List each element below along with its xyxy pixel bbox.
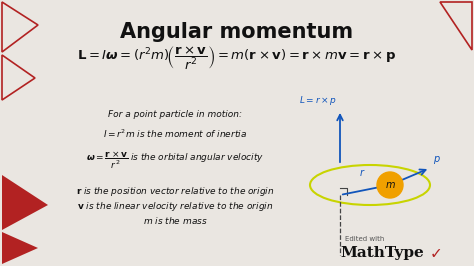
Text: $m$: $m$ [384, 180, 395, 190]
Text: $\mathit{m}$ is the mass: $\mathit{m}$ is the mass [143, 215, 208, 226]
Text: $\mathbf{v}$ is the linear velocity relative to the origin: $\mathbf{v}$ is the linear velocity rela… [77, 200, 273, 213]
Polygon shape [2, 175, 48, 230]
Text: ✓: ✓ [430, 246, 443, 261]
Text: $\boldsymbol{\omega} = \dfrac{\mathbf{r} \times \mathbf{v}}{\mathit{r}^2}$ is th: $\boldsymbol{\omega} = \dfrac{\mathbf{r}… [86, 150, 264, 171]
Text: $\mathit{I} = \mathit{r}^2\mathit{m}$ is the moment of inertia: $\mathit{I} = \mathit{r}^2\mathit{m}$ is… [103, 128, 247, 140]
Text: $\mathbf{r}$ is the position vector relative to the origin: $\mathbf{r}$ is the position vector rela… [76, 185, 274, 198]
Text: Edited with: Edited with [345, 236, 384, 242]
Text: For a point particle in motion:: For a point particle in motion: [108, 110, 242, 119]
Text: Angular momentum: Angular momentum [120, 22, 354, 42]
Circle shape [377, 172, 403, 198]
Text: $\mathbf{L} = \mathit{I}\boldsymbol{\omega} = \left(\mathit{r}^2\mathit{m}\right: $\mathbf{L} = \mathit{I}\boldsymbol{\ome… [77, 45, 397, 72]
Text: $p$: $p$ [433, 154, 441, 166]
Polygon shape [2, 232, 38, 264]
Text: $r$: $r$ [359, 167, 365, 178]
Text: $L = r \times p$: $L = r \times p$ [299, 94, 337, 107]
Text: MathType: MathType [340, 246, 424, 260]
